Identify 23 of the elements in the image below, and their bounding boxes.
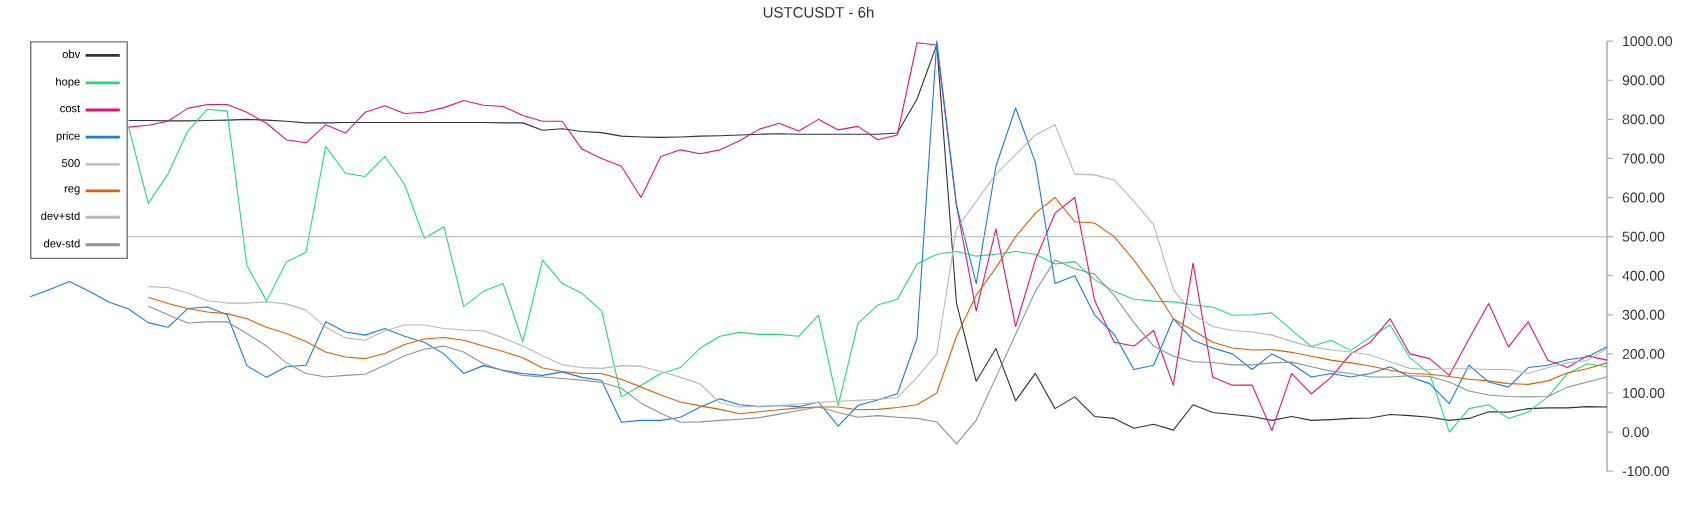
- line-series: [147, 259, 1608, 445]
- legend-label: obv: [62, 49, 81, 58]
- y-tick-label: -100.00: [1622, 466, 1670, 477]
- legend-label: dev+std: [41, 211, 80, 220]
- legend-label: hope: [56, 77, 80, 88]
- legend-label: reg: [64, 186, 80, 195]
- y-tick-label: 700.00: [1622, 153, 1665, 164]
- y-tick-label: 400.00: [1622, 270, 1665, 281]
- legend-label: cost: [60, 104, 81, 113]
- y-tick-label: 300.00: [1622, 309, 1665, 320]
- y-tick-label: 1000.00: [1623, 36, 1673, 47]
- y-tick-label: 800.00: [1622, 114, 1665, 125]
- y-tick-label: 100.00: [1623, 387, 1665, 398]
- y-tick-label: 900.00: [1622, 75, 1665, 86]
- chart-title: USTCUSDT - 6h: [763, 6, 874, 18]
- y-tick-label: 0.00: [1622, 427, 1649, 437]
- legend-label: dev-std: [43, 239, 80, 248]
- legend-label: 500: [61, 158, 80, 167]
- legend-label: price: [56, 131, 80, 142]
- y-tick-label: 200.00: [1622, 348, 1665, 359]
- y-tick-label: 500.00: [1622, 231, 1665, 242]
- line-series: [147, 196, 1608, 415]
- y-tick-label: 600.00: [1622, 192, 1665, 203]
